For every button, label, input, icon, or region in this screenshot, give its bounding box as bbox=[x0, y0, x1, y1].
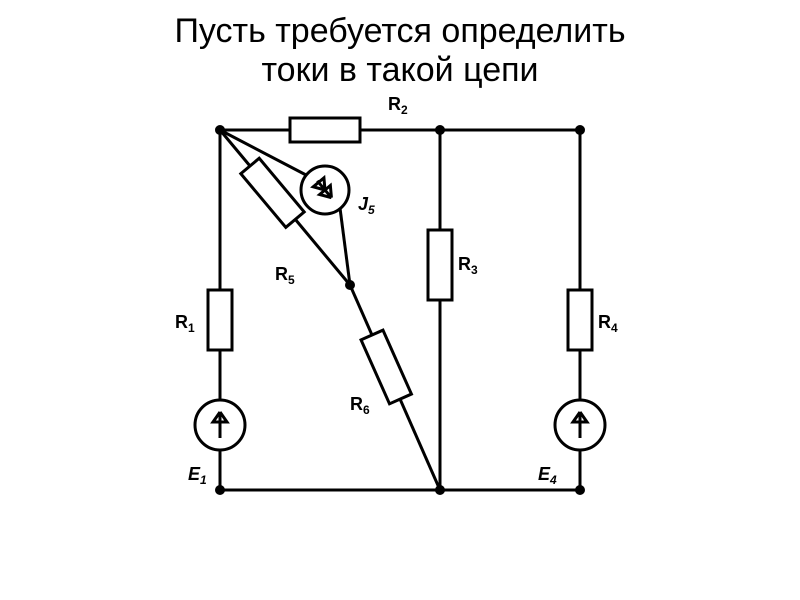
label-R5: R5 bbox=[275, 264, 295, 287]
label-R1: R1 bbox=[175, 312, 195, 335]
label-E1: E1 bbox=[188, 464, 207, 487]
label-R3: R3 bbox=[458, 254, 478, 277]
title-line-1: Пусть требуется определить bbox=[174, 12, 625, 50]
circuit-diagram: R1 R2 R3 R4 R5 R6 E1 E4 J5 bbox=[140, 90, 660, 550]
label-E4: E4 bbox=[538, 464, 557, 487]
page-title: Пусть требуется определить Пусть требует… bbox=[0, 0, 800, 90]
label-R2: R2 bbox=[388, 94, 408, 117]
label-J5: J5 bbox=[358, 194, 375, 217]
label-R4: R4 bbox=[598, 312, 618, 335]
label-R6: R6 bbox=[350, 394, 370, 417]
title-line-2v: токи в такой цепи bbox=[261, 51, 538, 89]
